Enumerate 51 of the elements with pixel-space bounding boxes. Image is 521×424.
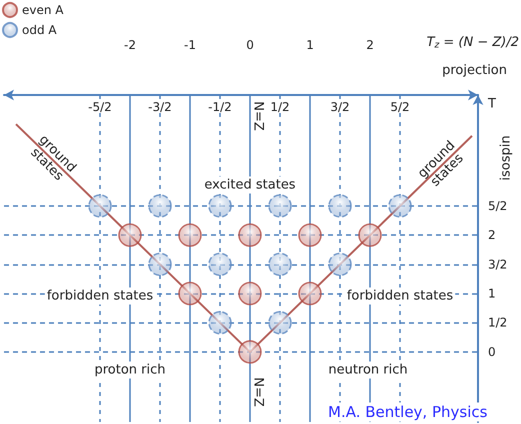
point <box>238 282 262 306</box>
point <box>118 223 142 247</box>
annotation: M.A. Bentley, Physics <box>328 403 488 421</box>
x-tick-label: 2 <box>366 38 374 52</box>
x2-tick-label: -5/2 <box>88 100 112 114</box>
point <box>208 194 232 218</box>
point <box>328 252 352 276</box>
y-tick-label: 3/2 <box>488 257 508 272</box>
y-tick-label: 1/2 <box>488 316 508 330</box>
point <box>178 282 202 306</box>
legend-label: odd A <box>22 23 58 37</box>
x2-tick-label: 1/2 <box>270 100 290 114</box>
point <box>178 223 202 247</box>
x-tick-label: 1 <box>306 38 314 52</box>
point <box>268 310 292 334</box>
x-tick-label: 0 <box>246 38 254 52</box>
point <box>148 194 172 218</box>
point <box>208 310 232 334</box>
point <box>328 194 352 218</box>
point <box>298 282 322 306</box>
point <box>268 194 292 218</box>
x2-tick-label: 5/2 <box>390 100 410 114</box>
point <box>388 194 412 218</box>
point <box>268 252 292 276</box>
annotation: N=Z <box>250 377 266 407</box>
point <box>88 194 112 218</box>
point <box>238 340 262 364</box>
point <box>238 223 262 247</box>
annotation: neutron rich <box>328 362 408 378</box>
annotation: excited states <box>204 178 296 192</box>
annotation: forbidden states <box>346 288 454 304</box>
y-tick-label: 0 <box>488 344 496 359</box>
point <box>298 223 322 247</box>
point <box>358 223 382 247</box>
annotation: forbidden states <box>46 288 154 304</box>
annotation: proton rich <box>94 362 166 378</box>
x2-axis-title: projection <box>442 63 508 78</box>
y-tick-label: 1 <box>488 286 496 301</box>
point <box>148 252 172 276</box>
x-tick-label: -2 <box>124 38 136 52</box>
legend-label: even A <box>22 3 64 17</box>
y-tick-label: 2 <box>488 228 496 242</box>
x2-tick-label: -3/2 <box>148 100 172 114</box>
y-axis-title: isospin <box>498 135 514 181</box>
annotation: N=Z <box>250 101 266 131</box>
x2-tick-label: -1/2 <box>208 100 232 114</box>
y-tick-label: 5/2 <box>488 198 508 213</box>
x2-tick-label: 3/2 <box>330 100 350 114</box>
point <box>208 252 232 276</box>
x-tick-label: -1 <box>184 38 196 52</box>
text: T <box>487 96 496 112</box>
